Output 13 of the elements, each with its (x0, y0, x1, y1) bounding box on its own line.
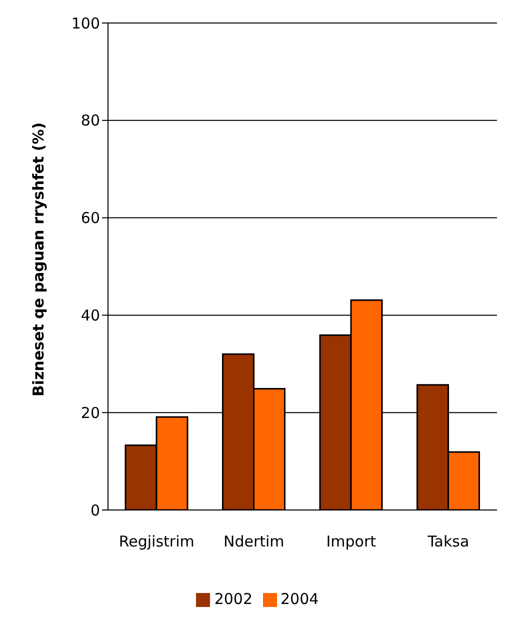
legend-label: 2004 (280, 590, 319, 608)
x-tick-label: Regjistrim (118, 532, 194, 551)
x-tick-label: Taksa (426, 532, 470, 551)
y-axis-title: Bizneset qe paguan rryshfet (%) (29, 122, 48, 396)
x-tick-label: Import (326, 532, 376, 551)
y-tick-label: 20 (80, 404, 100, 422)
y-tick-label: 0 (90, 501, 100, 520)
x-tick-label: Ndertim (223, 532, 284, 551)
y-tick-label: 80 (80, 112, 100, 130)
y-tick-label: 60 (80, 209, 100, 228)
legend-label: 2002 (214, 590, 252, 608)
y-tick-label: 40 (80, 306, 100, 325)
y-tick-label: 100 (71, 14, 100, 32)
